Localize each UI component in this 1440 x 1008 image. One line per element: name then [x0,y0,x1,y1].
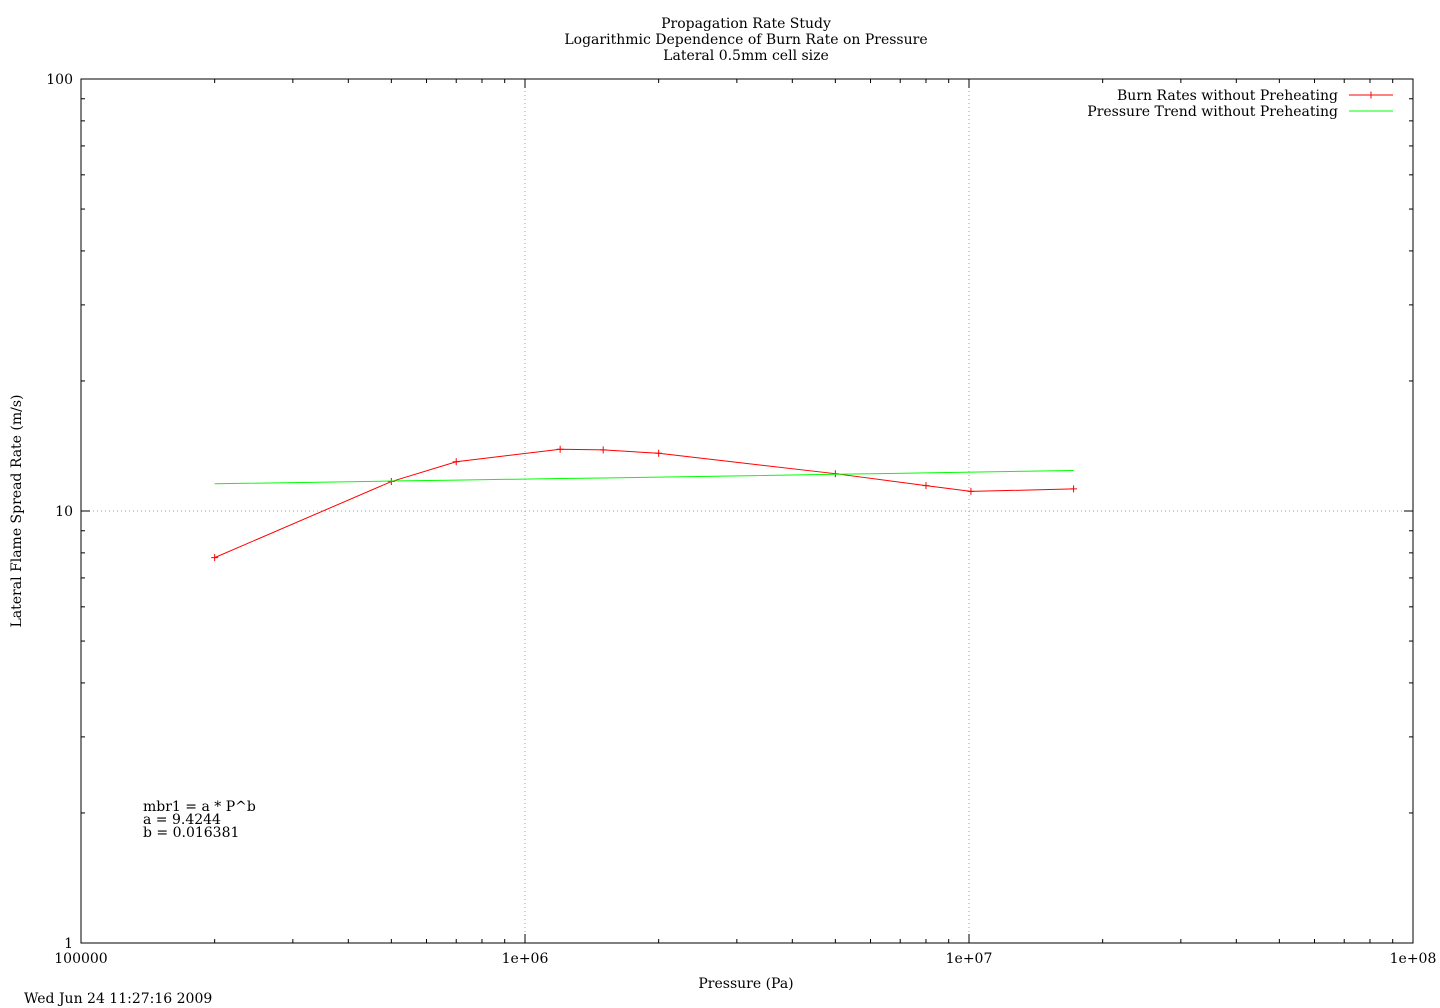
plot-frame [80,78,1414,944]
chart-subtitle-line-2: Lateral 0.5mm cell size [663,48,829,64]
series [211,445,1078,562]
data-point-burn-rates [1070,485,1078,493]
grid [81,79,1413,943]
data-point-burn-rates [655,449,663,457]
x-tick-label: 1e+07 [946,951,993,967]
series-line-pressure-trend [214,469,1074,485]
y-tick-label: 10 [55,504,73,520]
legend: Burn Rates without Preheating Pressure T… [1087,88,1393,120]
y-tick-label: 100 [46,72,73,88]
annotation-formula: mbr1 = a * P^b [143,799,256,815]
data-point-burn-rates [211,554,219,562]
legend-label-pressure-trend: Pressure Trend without Preheating [1087,104,1338,120]
chart-subtitle-line-1: Logarithmic Dependence of Burn Rate on P… [564,32,927,48]
timestamp: Wed Jun 24 11:27:16 2009 [24,991,212,1007]
chart-title: Propagation Rate Study [661,16,831,32]
x-axis-label: Pressure (Pa) [698,976,793,992]
legend-label-burn-rates: Burn Rates without Preheating [1117,88,1338,104]
data-point-burn-rates [967,487,975,495]
annotation-a: a = 9.4244 [143,812,221,828]
legend-marker-burn-rates [1367,91,1375,99]
data-point-burn-rates [831,470,839,478]
x-tick-label: 1e+08 [1390,951,1437,967]
y-axis-label: Lateral Flame Spread Rate (m/s) [9,394,25,627]
x-tick-label: 100000 [54,951,107,967]
tick-labels: 100000 1e+06 1e+07 1e+08 1 10 100 [46,72,1436,967]
series-burn-rates [211,445,1078,562]
data-point-burn-rates [452,458,460,466]
data-point-burn-rates [922,482,930,490]
data-point-burn-rates [599,446,607,454]
x-tick-label: 1e+06 [502,951,549,967]
data-point-burn-rates [556,445,564,453]
fit-annotation: mbr1 = a * P^b a = 9.4244 b = 0.016381 [143,799,256,841]
series-line-burn-rates [214,448,1074,559]
annotation-b: b = 0.016381 [143,825,239,841]
series-pressure-trend [214,469,1074,485]
y-tick-label: 1 [64,936,73,952]
